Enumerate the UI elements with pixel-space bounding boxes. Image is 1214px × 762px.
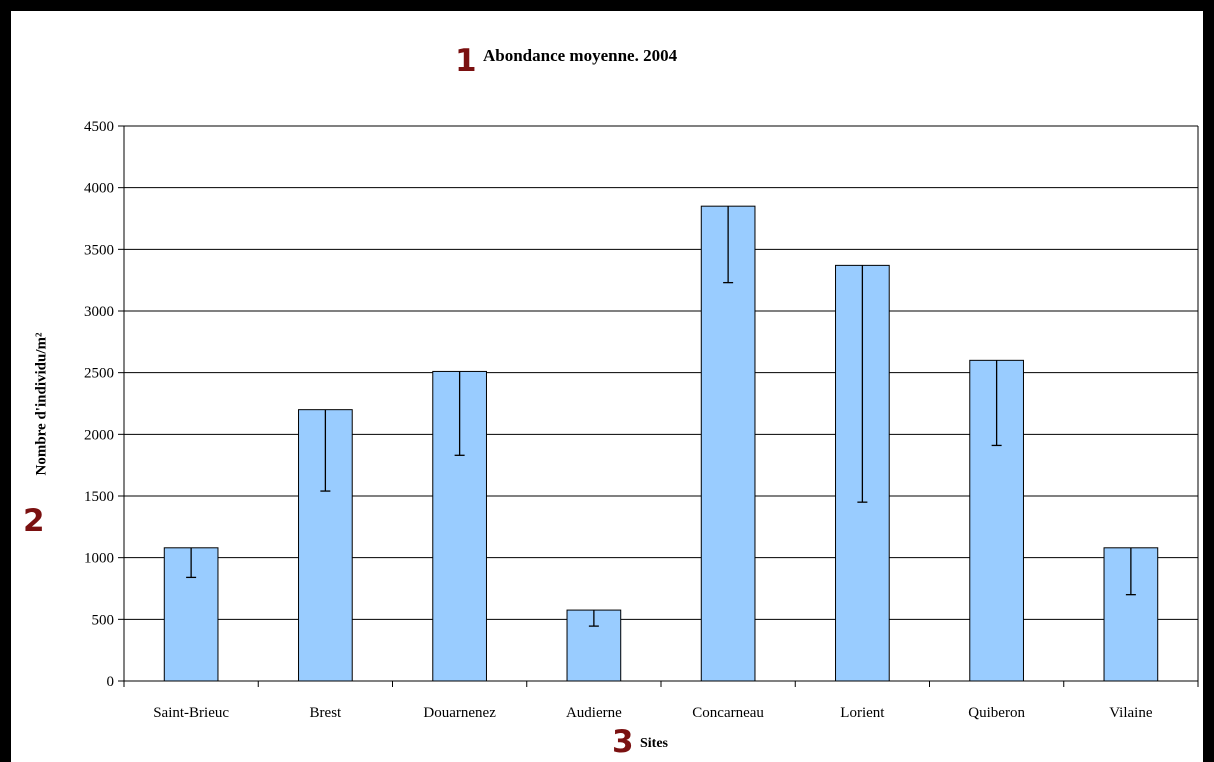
y-tick-label: 0 — [107, 674, 115, 690]
y-tick-label: 2500 — [84, 366, 114, 382]
x-tick-label: Lorient — [840, 705, 885, 721]
y-tick-label: 1000 — [84, 551, 114, 567]
x-tick-label: Saint-Brieuc — [153, 705, 229, 721]
y-tick-label: 3000 — [84, 304, 114, 320]
y-tick-label: 4500 — [84, 119, 114, 135]
bar — [700, 205, 756, 682]
y-tick-label: 3500 — [84, 242, 114, 258]
x-tick-label: Audierne — [566, 705, 622, 721]
x-axis-label: Sites — [640, 736, 668, 751]
y-tick-label: 2000 — [84, 427, 114, 443]
x-tick-label: Brest — [310, 705, 342, 721]
marker-2: 2 — [23, 503, 45, 539]
x-tick-label: Douarnenez — [423, 705, 496, 721]
y-tick-label: 500 — [92, 612, 115, 628]
y-tick-label: 4000 — [84, 181, 114, 197]
chart-title: Abondance moyenne. 2004 — [483, 46, 678, 65]
y-tick-label: 1500 — [84, 489, 114, 505]
x-tick-label: Vilaine — [1109, 705, 1153, 721]
x-tick-label: Quiberon — [968, 705, 1025, 721]
marker-3: 3 — [612, 724, 634, 760]
x-tick-label: Concarneau — [692, 705, 764, 721]
marker-1: 1 — [455, 43, 477, 79]
